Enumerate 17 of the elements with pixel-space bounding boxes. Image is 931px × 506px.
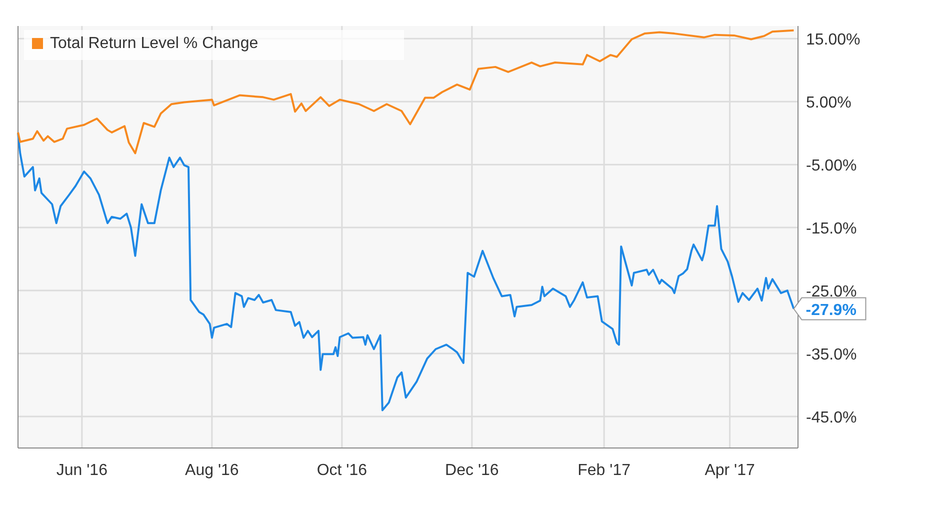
y-tick-label: -25.0% bbox=[806, 284, 857, 301]
y-tick-label: -35.0% bbox=[806, 346, 857, 364]
x-tick-label: Jun '16 bbox=[56, 462, 108, 479]
y-tick-label: -45.0% bbox=[806, 410, 857, 427]
x-tick-label: Feb '17 bbox=[578, 462, 631, 479]
line-series bbox=[17, 29, 795, 154]
x-tick-label: Apr '17 bbox=[704, 462, 755, 479]
y-tick-label: 5.00% bbox=[806, 94, 852, 112]
y-tick-label: -5.00% bbox=[806, 158, 857, 175]
line-series bbox=[17, 132, 795, 412]
x-tick-label: Aug '16 bbox=[185, 462, 239, 479]
x-tick-label: Oct '16 bbox=[316, 462, 368, 479]
y-tick-label: 15.00% bbox=[806, 32, 860, 49]
legend-label: Total Return Level % Change bbox=[50, 35, 258, 52]
annotation: -27.9% bbox=[806, 302, 856, 319]
x-tick-label: Dec '16 bbox=[445, 462, 499, 479]
y-tick-label: -15.0% bbox=[806, 220, 857, 238]
